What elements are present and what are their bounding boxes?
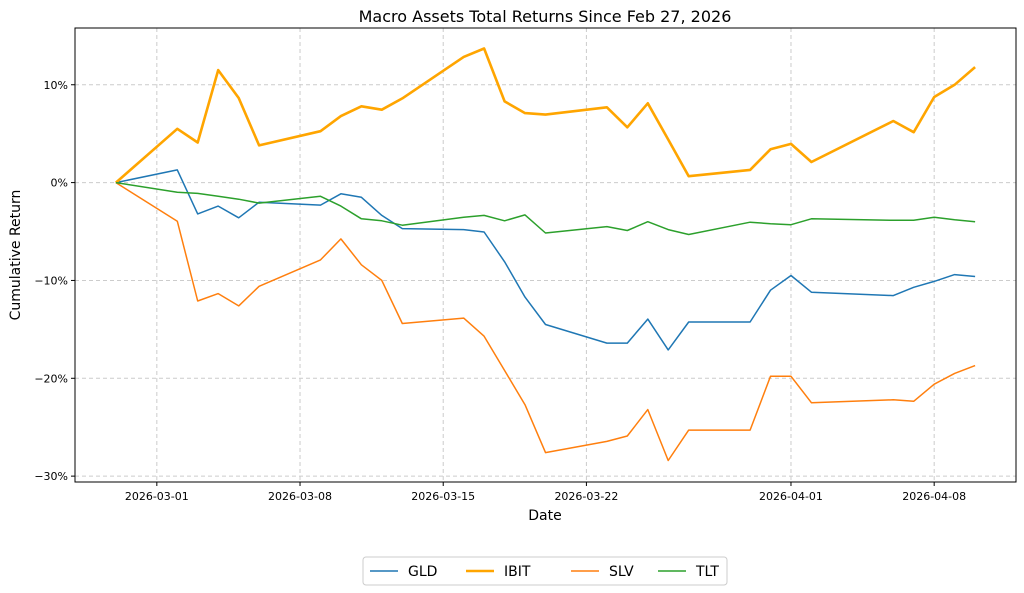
legend-label: GLD bbox=[408, 564, 437, 580]
x-tick-label: 2026-04-08 bbox=[902, 490, 966, 503]
legend-item-ibit: IBIT bbox=[466, 564, 531, 580]
series-line-tlt bbox=[115, 181, 976, 236]
legend-label: SLV bbox=[609, 564, 634, 580]
y-tick-label: 0% bbox=[51, 177, 68, 190]
y-tick-label: −30% bbox=[34, 470, 68, 483]
legend-label: TLT bbox=[695, 564, 719, 580]
plot-area bbox=[75, 28, 1016, 482]
series-lines bbox=[115, 47, 976, 462]
chart-title: Macro Assets Total Returns Since Feb 27,… bbox=[359, 7, 732, 26]
series-line-gld bbox=[115, 169, 976, 351]
x-tick-label: 2026-04-01 bbox=[759, 490, 823, 503]
y-axis-label: Cumulative Return bbox=[8, 190, 24, 321]
x-tick-label: 2026-03-15 bbox=[411, 490, 475, 503]
x-tick-label: 2026-03-22 bbox=[554, 490, 618, 503]
series-line-ibit bbox=[115, 47, 976, 184]
y-axis-ticks: 10% 0% −10% −20% −30% bbox=[34, 79, 75, 483]
legend-item-gld: GLD bbox=[370, 564, 437, 580]
legend: GLD IBIT SLV TLT bbox=[362, 556, 728, 586]
y-tick-label: −20% bbox=[34, 372, 68, 385]
legend-label: IBIT bbox=[504, 564, 531, 580]
grid bbox=[75, 28, 1016, 482]
y-tick-label: 10% bbox=[44, 79, 68, 92]
x-axis-label: Date bbox=[528, 508, 561, 524]
legend-item-slv: SLV bbox=[571, 564, 634, 580]
legend-box bbox=[362, 556, 728, 586]
legend-item-tlt: TLT bbox=[658, 564, 719, 580]
x-tick-label: 2026-03-01 bbox=[125, 490, 189, 503]
plot-frame bbox=[74, 27, 1017, 483]
series-line-slv bbox=[115, 181, 976, 462]
x-tick-label: 2026-03-08 bbox=[268, 490, 332, 503]
x-axis-ticks: 2026-03-01 2026-03-08 2026-03-15 2026-03-22… bbox=[125, 482, 966, 503]
y-tick-label: −10% bbox=[34, 274, 68, 287]
